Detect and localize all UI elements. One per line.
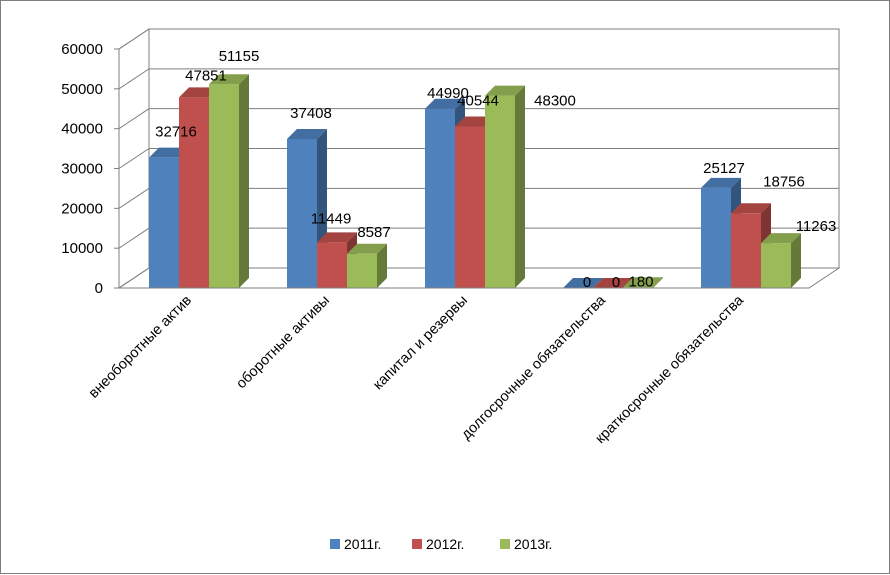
- bar-side: [377, 243, 387, 288]
- legend-swatch: [330, 539, 340, 549]
- gridline: [118, 68, 839, 90]
- bar-top: [593, 278, 633, 288]
- data-label: 40544: [457, 92, 499, 109]
- legend-label: 2011г.: [344, 536, 381, 552]
- gridline: [118, 28, 839, 50]
- gridline: [118, 108, 839, 130]
- data-label: 37408: [290, 105, 332, 122]
- bar-front: [287, 138, 317, 288]
- x-axis: внеоборотные актив оборотные активы капита…: [86, 287, 809, 447]
- bar: [485, 85, 525, 288]
- data-label: 32716: [155, 124, 197, 141]
- y-axis: 0 10000 20000 30000 40000 50000 60000: [61, 41, 120, 297]
- data-label: 25127: [703, 160, 745, 177]
- bar-front: [455, 126, 485, 289]
- category-label: капитал и резервы: [370, 293, 471, 394]
- data-label: 11263: [796, 218, 837, 235]
- category-label: долгосрочные обязательства: [459, 292, 610, 443]
- data-label: 8587: [357, 224, 390, 241]
- legend-swatch: [500, 539, 510, 549]
- bar-front: [317, 242, 347, 288]
- data-labels: 32716 37408 44990 0 25127 47851 11449 40544 0 187…: [155, 48, 836, 291]
- gridline: [118, 148, 839, 169]
- bar: [563, 278, 603, 288]
- bar: [347, 243, 387, 288]
- legend-label: 2013г.: [514, 536, 552, 552]
- bar-front: [761, 243, 791, 288]
- bars: [149, 74, 801, 289]
- category-label: краткосрочные обязательства: [593, 292, 748, 447]
- data-label: 11449: [311, 210, 352, 227]
- bar-front: [425, 108, 455, 289]
- bar: [761, 233, 801, 288]
- legend-swatch: [412, 539, 422, 549]
- data-label: 44990: [427, 85, 469, 102]
- bar-front: [149, 157, 179, 288]
- bar-top: [485, 85, 525, 96]
- bar-front: [209, 84, 239, 289]
- legend-label: 2012г.: [426, 536, 464, 552]
- bar-top: [563, 278, 603, 288]
- bar-front: [701, 187, 731, 288]
- legend-item: 2012г.: [412, 536, 464, 552]
- bar-side: [653, 277, 663, 288]
- bar-front: [347, 253, 377, 288]
- legend-item: 2011г.: [330, 536, 381, 552]
- y-tick-label: 60000: [61, 41, 103, 58]
- y-tick-label: 10000: [61, 240, 103, 257]
- y-tick-label: 20000: [61, 200, 103, 217]
- bar-front: [485, 95, 515, 288]
- data-label: 0: [583, 274, 591, 291]
- y-tick-label: 50000: [61, 81, 103, 98]
- data-label: 48300: [534, 93, 576, 110]
- y-tick-label: 30000: [61, 161, 103, 178]
- bar-top: [701, 177, 741, 188]
- bar-front: [731, 213, 761, 288]
- bar: [209, 74, 249, 289]
- bar-front: [179, 97, 209, 288]
- bar-top: [425, 98, 465, 109]
- bar-top: [623, 277, 663, 288]
- category-label: внеоборотные актив: [86, 292, 195, 401]
- data-label: 51155: [219, 48, 260, 65]
- data-label: 47851: [185, 67, 227, 84]
- y-tick-label: 0: [95, 280, 103, 297]
- bar-top: [287, 128, 327, 139]
- category-label: оборотные активы: [233, 293, 333, 393]
- bar: [593, 278, 633, 288]
- bar-top: [347, 243, 387, 254]
- bar-side: [791, 233, 801, 288]
- bar-side: [515, 85, 525, 288]
- bar-top: [209, 74, 249, 85]
- legend-item: 2013г.: [500, 536, 552, 552]
- bar-top: [731, 203, 771, 214]
- bar-side: [239, 74, 249, 289]
- data-label: 18756: [763, 173, 805, 190]
- bar-top: [761, 233, 801, 244]
- bar-top: [317, 232, 357, 243]
- y-tick-label: 40000: [61, 121, 103, 138]
- data-label: 180: [628, 273, 653, 290]
- legend: 2011г. 2012г. 2013г.: [330, 536, 552, 552]
- data-label: 0: [612, 274, 620, 291]
